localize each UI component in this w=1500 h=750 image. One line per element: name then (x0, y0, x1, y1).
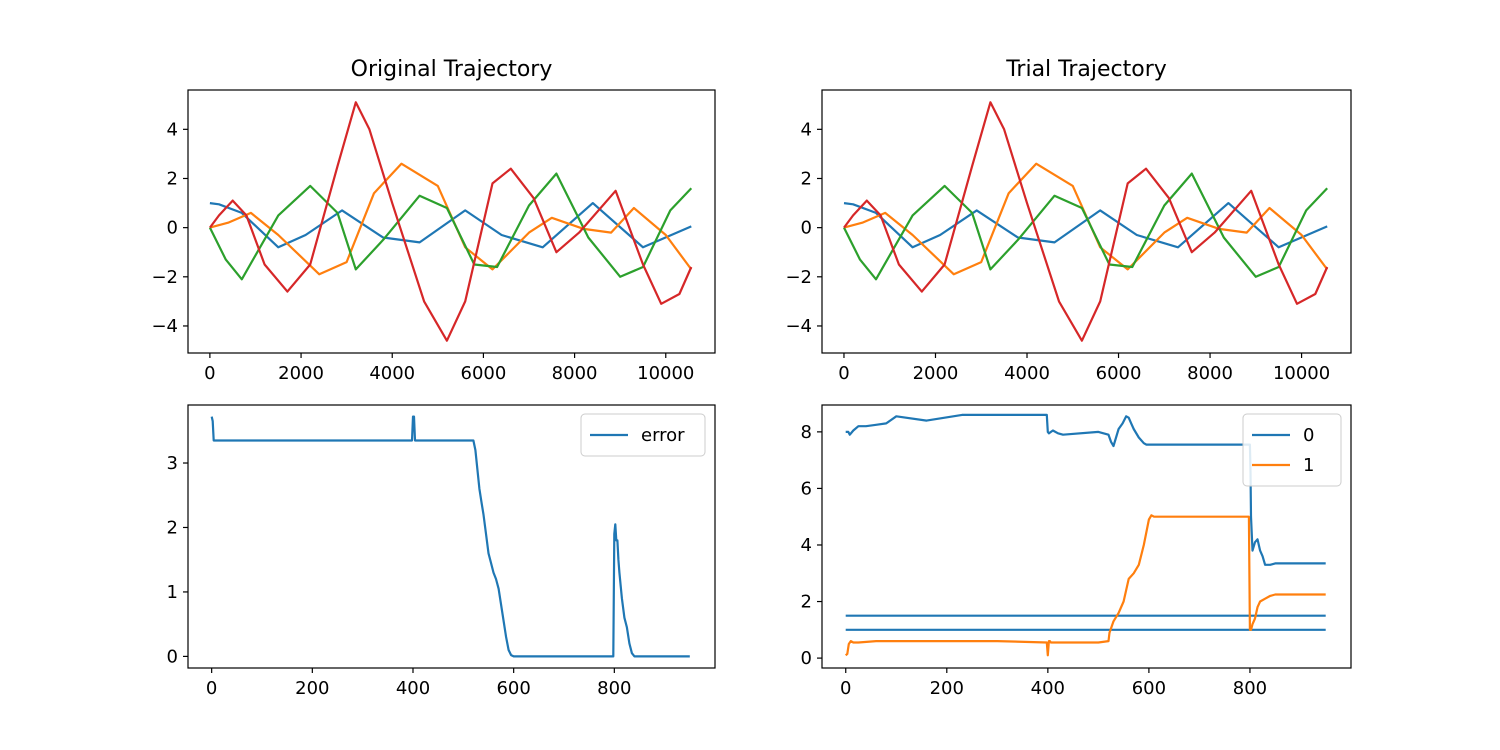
x-tick-label: 400 (1031, 678, 1065, 699)
y-tick-label: −4 (151, 316, 178, 337)
y-tick-label: 8 (801, 422, 812, 443)
x-tick-label: 2000 (278, 363, 324, 384)
legend-box (580, 413, 706, 457)
y-tick-label: 2 (801, 592, 812, 613)
y-tick-label: 2 (167, 168, 178, 189)
x-tick-label: 2000 (913, 363, 959, 384)
x-tick-label: 600 (496, 678, 530, 699)
x-tick-label: 0 (204, 363, 215, 384)
series-line-0 (210, 415, 690, 658)
series-line-3 (209, 101, 693, 342)
y-tick-label: 1 (167, 582, 178, 603)
plot-area (208, 101, 693, 342)
x-tick-label: 10000 (637, 363, 694, 384)
legend-box (1242, 413, 1342, 487)
series-line-2 (843, 172, 1328, 281)
y-tick-label: 4 (167, 119, 178, 140)
y-tick-label: 2 (801, 168, 812, 189)
y-tick-label: 0 (167, 646, 178, 667)
y-tick-label: 4 (801, 119, 812, 140)
series-line-0 (845, 413, 1326, 566)
x-tick-label: 400 (396, 678, 430, 699)
legend-label: 1 (1303, 455, 1314, 476)
legend-label: 0 (1303, 425, 1314, 446)
chart-original-trajectory: 0 2000 4000 6000 8000 10000 −4 −2 0 2 4 Original Tr… (151, 57, 716, 384)
axes-frame (187, 89, 716, 354)
legend: error (580, 413, 706, 457)
axes-frame (187, 404, 716, 669)
x-tick-label: 8000 (1187, 363, 1233, 384)
y-tick-label: 0 (801, 648, 812, 669)
plot-area (844, 413, 1326, 657)
x-tick-label: 0 (838, 363, 849, 384)
plot-area (843, 101, 1329, 342)
chart-title: Trial Trajectory (1005, 57, 1167, 82)
y-tick-label: 6 (801, 478, 812, 499)
x-tick-label: 800 (1233, 678, 1267, 699)
y-tick-label: 3 (167, 453, 178, 474)
series-line-3 (844, 514, 1326, 657)
x-tick-label: 4000 (1004, 363, 1050, 384)
y-tick-label: −2 (151, 267, 178, 288)
chart-trial-trajectory: 0 2000 4000 6000 8000 10000 −4 −2 0 2 4 Trial Traje… (785, 57, 1352, 384)
x-tick-label: 6000 (1096, 363, 1142, 384)
x-tick-label: 4000 (369, 363, 415, 384)
chart-error: 0 200 400 600 800 0 1 2 3 error (167, 404, 716, 699)
y-tick-label: 0 (167, 218, 178, 239)
axes-frame (821, 89, 1352, 354)
series-line-3 (843, 101, 1329, 342)
legend-label: error (641, 425, 685, 446)
axes-frame (821, 404, 1352, 669)
y-tick-label: 0 (801, 218, 812, 239)
legend: 01 (1242, 413, 1342, 487)
y-tick-label: 4 (801, 535, 812, 556)
x-tick-label: 8000 (552, 363, 598, 384)
x-tick-label: 200 (295, 678, 329, 699)
y-tick-label: 2 (167, 517, 178, 538)
x-tick-label: 200 (930, 678, 964, 699)
x-tick-label: 800 (597, 678, 631, 699)
y-tick-label: −4 (785, 316, 812, 337)
x-tick-label: 0 (206, 678, 217, 699)
y-tick-label: −2 (785, 267, 812, 288)
x-tick-label: 600 (1132, 678, 1166, 699)
chart-title: Original Trajectory (351, 57, 553, 82)
x-tick-label: 10000 (1273, 363, 1330, 384)
series-line-2 (208, 172, 693, 281)
plot-area (210, 415, 690, 658)
series-line-1 (209, 162, 693, 276)
x-tick-label: 6000 (461, 363, 507, 384)
series-line-1 (843, 162, 1329, 276)
x-tick-label: 0 (840, 678, 851, 699)
